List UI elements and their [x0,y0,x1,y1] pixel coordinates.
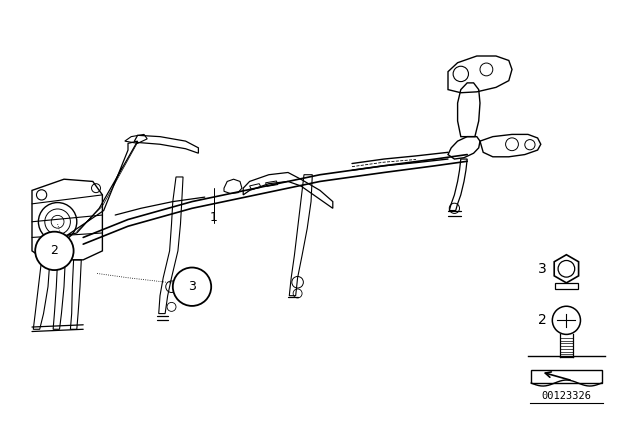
Circle shape [173,267,211,306]
Text: 3: 3 [538,262,547,276]
Text: 1: 1 [210,211,218,224]
Text: 00123326: 00123326 [541,392,591,401]
Circle shape [35,232,74,270]
Text: 2: 2 [51,244,58,258]
Text: 3: 3 [188,280,196,293]
Text: 2: 2 [538,313,547,327]
